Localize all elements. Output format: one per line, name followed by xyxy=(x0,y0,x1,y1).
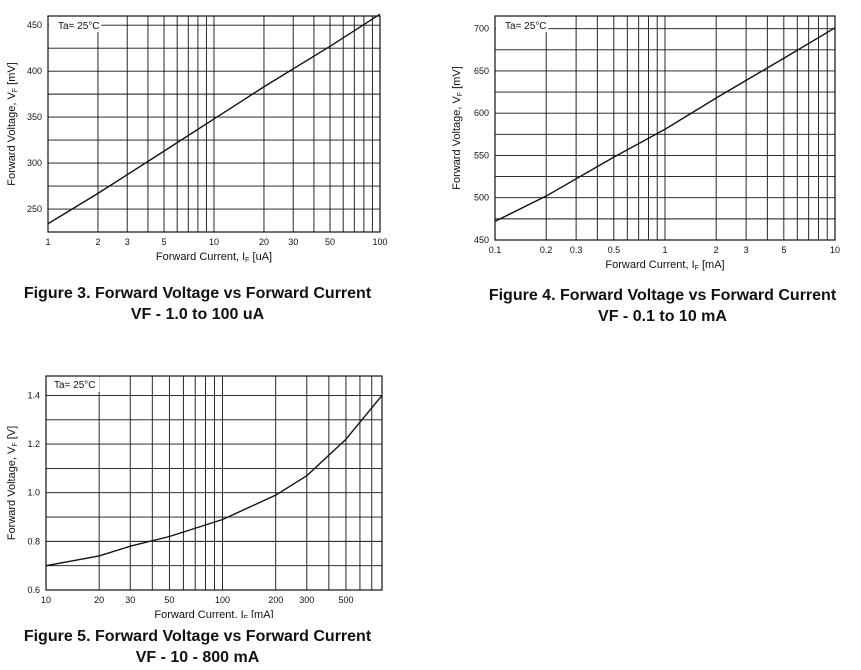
y-tick-label: 1.4 xyxy=(27,390,40,400)
y-tick-label: 650 xyxy=(474,66,489,76)
y-tick-label: 0.6 xyxy=(27,585,40,595)
x-tick-label: 0.5 xyxy=(608,245,621,255)
x-tick-label: 0.2 xyxy=(540,245,553,255)
figure-5-title: Figure 5. Forward Voltage vs Forward Cur… xyxy=(23,628,372,645)
x-tick-label: 2 xyxy=(95,237,100,247)
y-tick-label: 450 xyxy=(27,20,42,30)
y-axis-title: Forward Voltage, VF [V] xyxy=(6,426,19,540)
horizontal-gridlines xyxy=(46,395,382,591)
temperature-annotation: Ta= 25°C xyxy=(496,17,549,32)
x-tick-label: 500 xyxy=(338,595,353,605)
x-axis-title: Forward Current, IF [uA] xyxy=(156,251,272,264)
chart-svg: Ta= 25°C 1 2 3 5 10 20 30 50 100 250 300 350 400 450 Fo… xyxy=(6,13,388,264)
vertical-gridlines xyxy=(45,376,383,590)
forward-voltage-chart-fig5: Ta= 25°C 10 20 30 50 100 200 300 500 0.6 0.8 1.0 1.2… xyxy=(0,368,400,622)
x-tick-label: 0.1 xyxy=(489,245,502,255)
x-tick-label: 300 xyxy=(299,595,314,605)
plot-frame xyxy=(47,15,381,233)
horizontal-gridlines xyxy=(48,24,380,233)
forward-voltage-curve xyxy=(45,395,383,567)
y-tick-label: 250 xyxy=(27,204,42,214)
x-tick-label: 30 xyxy=(288,237,298,247)
x-tick-label: 50 xyxy=(164,595,174,605)
figure-4-title: Figure 4. Forward Voltage vs Forward Cur… xyxy=(488,287,837,304)
forward-voltage-chart-fig3: Ta= 25°C 1 2 3 5 10 20 30 50 100 250 300 350 400 450 Fo… xyxy=(0,8,400,276)
x-tick-label: 10 xyxy=(209,237,219,247)
x-axis-title: Forward Current, IF [mA] xyxy=(605,259,724,272)
x-tick-label: 0.3 xyxy=(570,245,583,255)
temperature-annotation-text: Ta= 25°C xyxy=(505,21,547,32)
y-tick-label: 0.8 xyxy=(27,536,40,546)
y-tick-label: 600 xyxy=(474,108,489,118)
temperature-annotation-text: Ta= 25°C xyxy=(54,380,96,391)
x-tick-label: 20 xyxy=(259,237,269,247)
x-tick-label: 5 xyxy=(162,237,167,247)
x-tick-label: 100 xyxy=(215,595,230,605)
x-tick-label: 100 xyxy=(372,237,387,247)
x-tick-label: 10 xyxy=(830,245,840,255)
vertical-gridlines xyxy=(47,16,381,232)
x-tick-label: 50 xyxy=(325,237,335,247)
y-axis-title: Forward Voltage, VF [mV] xyxy=(451,66,464,190)
y-tick-label: 700 xyxy=(474,24,489,34)
chart-svg: Ta= 25°C 10 20 30 50 100 200 300 500 0.6 0.8 1.0 1.2… xyxy=(6,375,383,622)
plot-frame xyxy=(494,15,836,241)
x-tick-label: 3 xyxy=(744,245,749,255)
y-tick-label: 400 xyxy=(27,66,42,76)
temperature-annotation-text: Ta= 25°C xyxy=(58,21,100,32)
y-tick-label: 500 xyxy=(474,193,489,203)
figure-3-subtitle: VF - 1.0 to 100 uA xyxy=(130,306,265,323)
temperature-annotation: Ta= 25°C xyxy=(47,377,100,392)
y-axis-title: Forward Voltage, VF [mV] xyxy=(6,62,19,186)
x-tick-label: 1 xyxy=(45,237,50,247)
x-tick-label: 2 xyxy=(714,245,719,255)
x-tick-label: 1 xyxy=(662,245,667,255)
temperature-annotation: Ta= 25°C xyxy=(49,17,102,32)
x-tick-label: 10 xyxy=(41,595,51,605)
x-axis-title: Forward Current, IF [mA] xyxy=(154,609,273,618)
y-tick-label: 300 xyxy=(27,158,42,168)
figure-3-title: Figure 3. Forward Voltage vs Forward Cur… xyxy=(23,285,372,302)
forward-voltage-chart-fig4: Ta= 25°C 0.1 0.2 0.3 0.5 1 2 3 5 10 450 500 550 600 65… xyxy=(445,8,861,276)
plot-frame xyxy=(45,375,383,591)
chart-svg: Ta= 25°C 0.1 0.2 0.3 0.5 1 2 3 5 10 450 500 550 600 65… xyxy=(451,15,840,272)
figure-3-caption: Figure 3. Forward Voltage vs Forward Cur… xyxy=(0,283,395,325)
figure-5-subtitle: VF - 10 - 800 mA xyxy=(135,649,260,666)
figure-5-caption: Figure 5. Forward Voltage vs Forward Cur… xyxy=(0,626,395,668)
x-tick-label: 30 xyxy=(125,595,135,605)
x-tick-label: 5 xyxy=(781,245,786,255)
forward-voltage-curve xyxy=(47,13,381,225)
forward-voltage-curve xyxy=(494,27,836,223)
y-tick-label: 1.2 xyxy=(27,439,40,449)
x-tick-label: 200 xyxy=(268,595,283,605)
y-tick-label: 350 xyxy=(27,112,42,122)
x-tick-label: 3 xyxy=(125,237,130,247)
x-tick-label: 20 xyxy=(94,595,104,605)
y-tick-label: 1.0 xyxy=(27,488,40,498)
figure-4-subtitle: VF - 0.1 to 10 mA xyxy=(598,308,727,325)
y-tick-label: 550 xyxy=(474,150,489,160)
y-tick-label: 450 xyxy=(474,235,489,245)
figure-4-caption: Figure 4. Forward Voltage vs Forward Cur… xyxy=(465,285,860,327)
